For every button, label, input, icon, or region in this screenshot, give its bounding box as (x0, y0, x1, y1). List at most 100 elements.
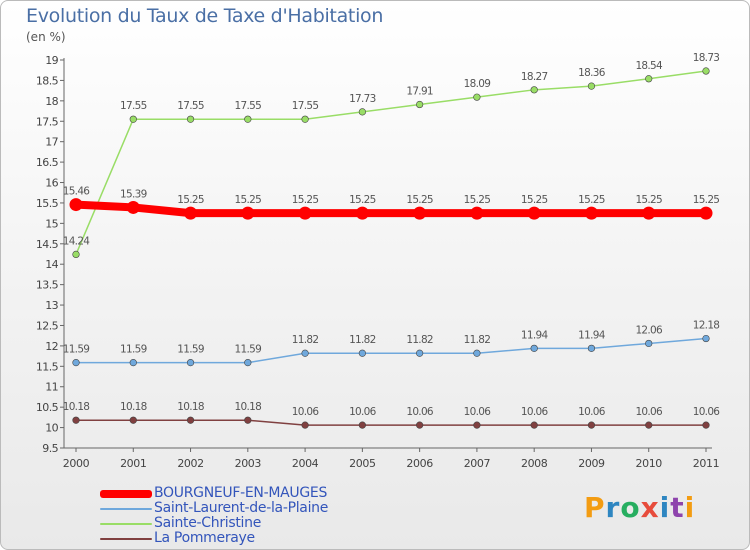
data-label: 17.91 (406, 86, 433, 98)
data-point (645, 421, 653, 429)
data-label: 10.06 (635, 406, 663, 418)
y-tick-label: 16 (45, 177, 58, 190)
data-point (186, 359, 195, 367)
data-label: 15.25 (292, 194, 319, 206)
y-tick-label: 16.5 (36, 156, 59, 169)
data-point (72, 416, 80, 424)
legend-label: Saint-Laurent-de-la-Plaine (154, 500, 329, 516)
data-label: 10.18 (63, 401, 90, 413)
data-point (702, 421, 710, 429)
y-tick-label: 17.5 (36, 115, 59, 128)
data-label: 15.25 (521, 194, 548, 206)
y-tick-label: 19 (45, 54, 58, 67)
data-label: 10.06 (406, 406, 434, 418)
legend: BOURGNEUF-EN-MAUGES Saint-Laurent-de-la-P… (100, 486, 328, 546)
data-point (186, 115, 195, 123)
data-label: 11.59 (235, 344, 262, 356)
y-tick-label: 12.5 (36, 319, 59, 332)
data-point (72, 359, 80, 367)
data-point (645, 339, 653, 348)
logo-letter: i (684, 491, 696, 524)
data-label: 11.82 (406, 334, 433, 346)
data-label: 18.36 (578, 67, 606, 79)
x-tick-label: 2006 (406, 457, 433, 470)
y-tick-label: 17 (45, 136, 58, 149)
data-point (587, 344, 596, 352)
data-point (702, 334, 710, 343)
data-label: 15.39 (120, 188, 147, 200)
data-label: 12.18 (693, 320, 720, 332)
y-tick-label: 13 (45, 299, 58, 312)
data-point (413, 206, 427, 220)
y-tick-label: 15 (45, 217, 58, 230)
data-label: 10.06 (349, 406, 377, 418)
data-point (358, 108, 366, 116)
logo-letter: r (605, 491, 621, 524)
data-point (416, 100, 424, 109)
data-point (527, 206, 541, 220)
legend-label: BOURGNEUF-EN-MAUGES (154, 485, 328, 501)
x-tick-label: 2003 (235, 457, 262, 470)
x-tick-label: 2009 (578, 457, 605, 470)
logo-letter: t (670, 491, 685, 524)
data-label: 10.06 (292, 406, 320, 418)
data-label: 17.55 (292, 100, 319, 112)
legend-item: BOURGNEUF-EN-MAUGES (100, 486, 328, 501)
data-point (587, 421, 596, 429)
data-label: 17.55 (120, 100, 147, 112)
legend-label: Sainte-Christine (154, 515, 262, 531)
legend-label: La Pommeraye (154, 530, 255, 546)
data-point (301, 421, 309, 429)
logo-letter: o (620, 491, 641, 524)
y-tick-label: 10 (45, 422, 58, 435)
data-label: 10.06 (693, 406, 721, 418)
y-tick-label: 10.5 (36, 401, 59, 414)
data-point (473, 421, 481, 429)
data-label: 15.25 (177, 194, 204, 206)
data-label: 15.25 (406, 194, 433, 206)
data-label: 10.18 (177, 401, 204, 413)
legend-swatch (100, 507, 152, 510)
data-label: 11.59 (177, 344, 204, 356)
data-label: 14.24 (63, 235, 91, 247)
data-point (244, 416, 252, 424)
y-tick-label: 18 (45, 95, 58, 108)
data-point (69, 198, 83, 212)
x-tick-label: 2008 (521, 457, 548, 470)
data-point (416, 349, 424, 357)
data-label: 11.82 (349, 334, 376, 346)
y-tick-label: 13.5 (36, 279, 59, 292)
data-label: 15.25 (464, 194, 491, 206)
legend-item: La Pommeraye (100, 531, 328, 546)
x-tick-label: 2010 (636, 457, 663, 470)
data-point (470, 206, 484, 220)
data-point (416, 421, 424, 429)
data-label: 11.59 (120, 344, 147, 356)
data-label: 17.55 (235, 100, 262, 112)
x-tick-label: 2007 (464, 457, 491, 470)
data-label: 11.82 (464, 334, 491, 346)
legend-item: Saint-Laurent-de-la-Plaine (100, 501, 328, 516)
y-tick-label: 11 (45, 381, 58, 394)
data-label: 18.73 (693, 52, 720, 64)
data-point (584, 206, 598, 220)
data-point (530, 421, 538, 429)
data-point (301, 349, 309, 357)
data-point (642, 206, 656, 220)
data-point (129, 416, 137, 424)
series-line (75, 70, 707, 256)
data-point (126, 200, 140, 214)
data-point (587, 82, 596, 90)
data-point (301, 115, 309, 123)
data-point (358, 349, 366, 357)
logo-letter: P (584, 491, 606, 524)
data-label: 15.46 (63, 186, 91, 198)
data-label: 11.94 (578, 329, 606, 341)
data-point (129, 359, 137, 367)
y-tick-label: 14.5 (36, 238, 59, 251)
x-tick-label: 2011 (693, 457, 719, 470)
legend-swatch (100, 522, 152, 525)
data-point (184, 206, 198, 220)
data-point (530, 344, 538, 352)
